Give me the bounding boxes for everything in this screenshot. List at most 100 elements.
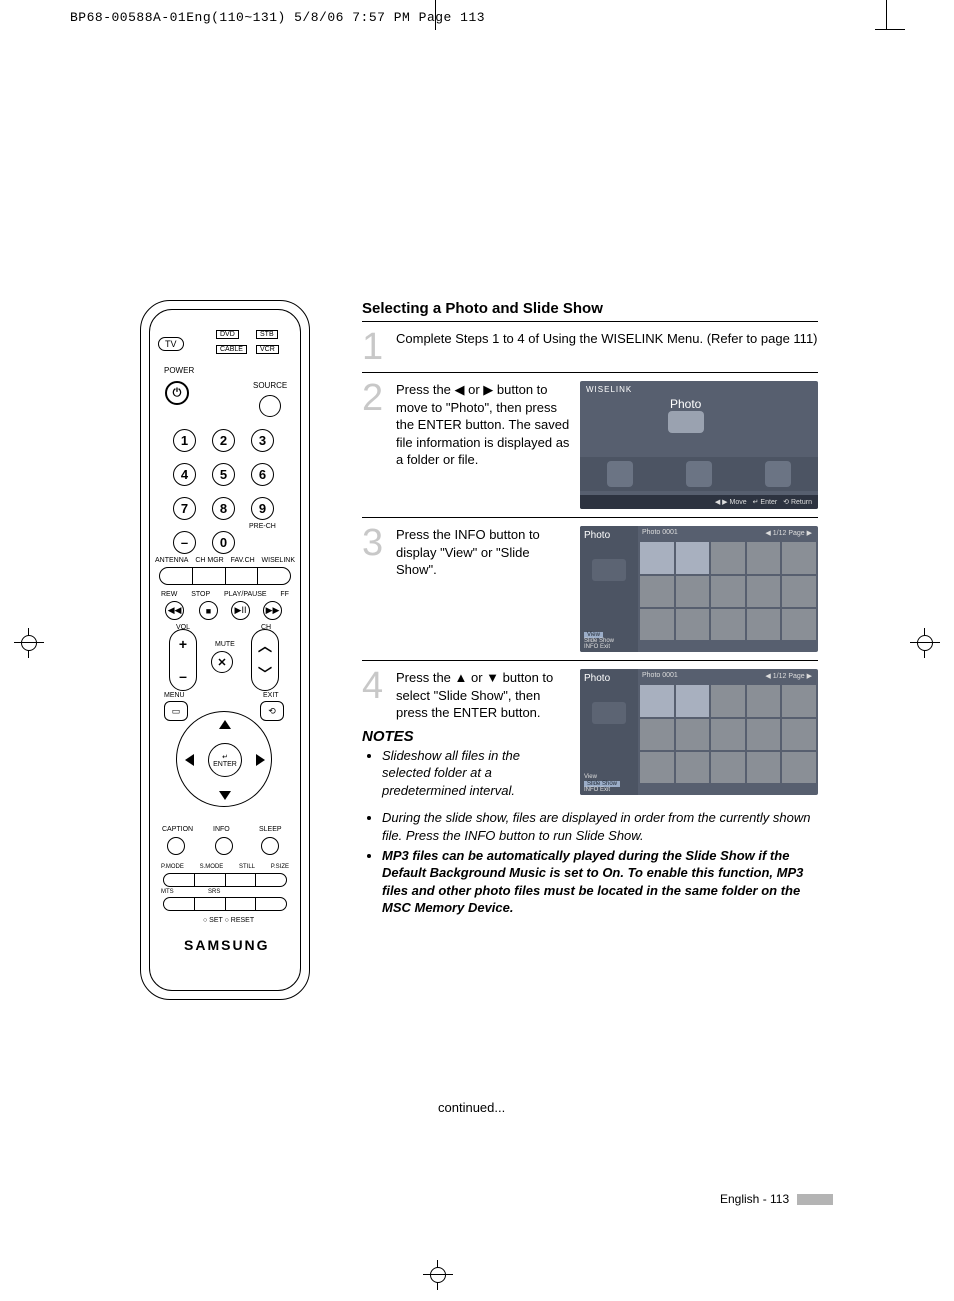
- print-jobline: BP68-00588A-01Eng(110~131) 5/8/06 7:57 P…: [70, 10, 485, 25]
- remote-num-9: 9: [251, 497, 274, 520]
- caption-label: CAPTION: [162, 826, 193, 833]
- up-arrow-icon: [219, 720, 231, 729]
- notes-heading: NOTES: [362, 728, 414, 745]
- registration-mark: [423, 1260, 453, 1290]
- exit-label: EXIT: [263, 692, 279, 699]
- stop-icon: ■: [199, 601, 218, 620]
- photo-icon: [607, 461, 633, 487]
- screenshot-photo-grid-slideshow: WISELINK ◀ 1/12 Page ▶ Photo 0001 Photo …: [580, 669, 818, 795]
- title-rule: [362, 321, 818, 322]
- page-indicator: ◀ 1/12 Page ▶: [765, 529, 812, 537]
- note-item: During the slide show, files are display…: [382, 809, 818, 844]
- rewind-icon: ◀◀: [165, 601, 184, 620]
- remote-num-4: 4: [173, 463, 196, 486]
- step-body: Complete Steps 1 to 4 of Using the WISEL…: [396, 330, 818, 348]
- down-arrow-icon: [219, 791, 231, 800]
- current-file: Photo 0001: [642, 529, 678, 536]
- remote-num-8: 8: [212, 497, 235, 520]
- notes-list: Slideshow all files in the selected fold…: [362, 747, 570, 802]
- channel-rocker: ︿﹀: [251, 629, 279, 691]
- remote-num-5: 5: [212, 463, 235, 486]
- remote-source-label: SOURCE: [253, 381, 287, 390]
- nav-dpad: ↵ENTER: [176, 711, 272, 807]
- power-icon: ⏻: [165, 381, 189, 405]
- registration-mark: [14, 628, 44, 658]
- sleep-button: [261, 837, 279, 855]
- set-reset-label: ○ SET ○ RESET: [203, 917, 254, 924]
- remote-control-illustration: TV DVD STB CABLE VCR POWER SOURCE ⏻ 1 2 …: [140, 300, 310, 1000]
- screenshot-wiselink-menu: WISELINK Photo Photo Music Setup ◀ ▶ Mov…: [580, 381, 818, 509]
- side-title: Photo: [584, 530, 634, 541]
- crop-mark: [875, 29, 905, 30]
- caption-button: [167, 837, 185, 855]
- step-number: 2: [362, 381, 396, 415]
- remote-prech-label: PRE-CH: [249, 523, 276, 530]
- menu-button: ▭: [164, 701, 188, 721]
- registration-mark: [910, 628, 940, 658]
- mode-row1-labels: P.MODES.MODESTILLP.SIZE: [161, 864, 289, 870]
- thumbnail-grid: Up Folder Folder 1 File 1 File 2 More Fi…: [638, 683, 818, 785]
- sleep-label: SLEEP: [259, 826, 282, 833]
- crop-mark: [435, 0, 436, 30]
- thumbnail-grid: Up Folder Folder 1 File 1 File 2 More Fi…: [638, 540, 818, 642]
- footer-bar-icon: [797, 1194, 833, 1205]
- remote-row4-labels: ANTENNACH MGRFAV.CHWISELINK: [155, 557, 295, 564]
- step-body: Press the ▲ or ▼ button to select "Slide…: [396, 669, 570, 722]
- step-number: 3: [362, 526, 396, 560]
- mode-row2: [163, 897, 287, 911]
- remote-transport-labels: REWSTOPPLAY/PAUSEFF: [161, 591, 289, 598]
- page-number: English - 113: [720, 1192, 789, 1206]
- photo-title: Photo: [670, 397, 701, 411]
- step-number: 1: [362, 330, 396, 364]
- step-body: Press the INFO button to display "View" …: [396, 526, 570, 579]
- continued-label: continued...: [438, 1100, 505, 1115]
- screenshot-photo-grid-view: WISELINK ◀ 1/12 Page ▶ Photo 0001 Photo …: [580, 526, 818, 652]
- remote-power-label: POWER: [164, 366, 194, 375]
- crop-mark: [886, 0, 887, 30]
- info-popup: View Slide Show INFO Exit: [584, 631, 614, 650]
- move-hint: ◀ ▶ Move: [715, 498, 747, 506]
- camera-silhouette-icon: [592, 559, 626, 581]
- note-item: Slideshow all files in the selected fold…: [382, 747, 570, 800]
- remote-dvd-label: DVD: [216, 330, 239, 339]
- right-arrow-icon: [256, 754, 265, 766]
- remote-num-7: 7: [173, 497, 196, 520]
- step-3-row: 3 Press the INFO button to display "View…: [362, 526, 818, 652]
- remote-dash: –: [173, 531, 196, 554]
- step-2-row: 2 Press the ◀ or ▶ button to move to "Ph…: [362, 381, 818, 509]
- separator: [362, 372, 818, 373]
- separator: [362, 660, 818, 661]
- remote-num-2: 2: [212, 429, 235, 452]
- return-hint: ⟲ Return: [783, 498, 812, 506]
- remote-vcr-label: VCR: [256, 345, 279, 354]
- info-label: INFO: [213, 826, 230, 833]
- source-button: [259, 395, 281, 417]
- side-title: Photo: [584, 673, 634, 684]
- step-4-row: 4 Press the ▲ or ▼ button to select "Sli…: [362, 669, 818, 801]
- note-item-bold: MP3 files can be automatically played du…: [382, 847, 818, 917]
- camera-icon: [668, 411, 704, 433]
- remote-num-1: 1: [173, 429, 196, 452]
- info-button: [215, 837, 233, 855]
- enter-hint: ↵ Enter: [753, 498, 778, 506]
- volume-rocker: +–: [169, 629, 197, 691]
- left-arrow-icon: [185, 754, 194, 766]
- separator: [362, 517, 818, 518]
- camera-silhouette-icon: [592, 702, 626, 724]
- section-title: Selecting a Photo and Slide Show: [362, 300, 818, 317]
- page-indicator: ◀ 1/12 Page ▶: [765, 672, 812, 680]
- step-body: Press the ◀ or ▶ button to move to "Phot…: [396, 381, 570, 469]
- instruction-content: Selecting a Photo and Slide Show 1 Compl…: [362, 300, 818, 919]
- remote-num-6: 6: [251, 463, 274, 486]
- ff-icon: ▶▶: [263, 601, 282, 620]
- mode-row1: [163, 873, 287, 887]
- current-file: Photo 0001: [642, 672, 678, 679]
- wiselink-brand: WISELINK: [586, 385, 632, 394]
- remote-stb-label: STB: [256, 330, 278, 339]
- mute-icon: ✕: [211, 651, 233, 673]
- music-icon: [686, 461, 712, 487]
- info-popup: View Slide Show INFO Exit: [584, 774, 620, 793]
- samsung-logo: SAMSUNG: [184, 937, 270, 953]
- step-1: 1 Complete Steps 1 to 4 of Using the WIS…: [362, 330, 818, 364]
- remote-cable-label: CABLE: [216, 345, 247, 354]
